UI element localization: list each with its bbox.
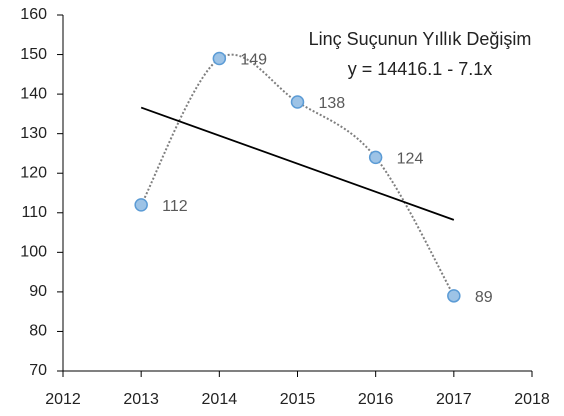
x-tick-label: 2016	[358, 391, 394, 408]
x-tick-label: 2012	[45, 391, 81, 408]
data-label: 112	[162, 198, 188, 215]
data-label: 124	[397, 151, 424, 168]
x-tick-label: 2013	[123, 391, 159, 408]
y-tick-label: 120	[20, 164, 47, 181]
data-label: 149	[240, 52, 267, 69]
trendline	[140, 106, 455, 221]
x-tick-label: 2018	[514, 391, 550, 408]
y-tick-label: 80	[29, 323, 47, 340]
y-tick-label: 140	[20, 85, 47, 102]
y-tick-label: 150	[20, 46, 47, 63]
y-tick-label: 110	[21, 204, 47, 221]
point	[212, 51, 227, 66]
data-label: 138	[319, 95, 346, 112]
trend-equation: y = 14416.1 - 7.1x	[348, 59, 493, 79]
y-tick-label: 70	[29, 362, 47, 379]
x-tick-label: 2015	[280, 391, 316, 408]
x-tick-label: 2017	[436, 391, 472, 408]
y-tick-label: 130	[20, 125, 47, 142]
smooth-line	[140, 53, 455, 297]
data-label: 89	[475, 289, 493, 306]
y-tick-label: 100	[20, 244, 47, 261]
point	[134, 198, 148, 212]
y-tick-label: 90	[29, 283, 47, 300]
point	[368, 150, 383, 165]
y-tick-label: 160	[20, 6, 47, 23]
point	[447, 289, 461, 303]
point	[290, 95, 305, 109]
x-tick-label: 2014	[202, 391, 238, 408]
chart-title: Linç Suçunun Yıllık Değişim	[309, 29, 532, 49]
